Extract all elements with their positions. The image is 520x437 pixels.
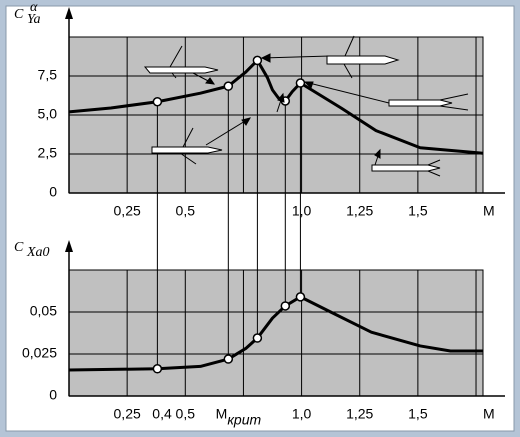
y-axis-arrow: [65, 7, 73, 19]
decorations: [143, 35, 469, 177]
x-tick-label: 0,5: [176, 203, 196, 219]
y-tick-label: 0: [49, 184, 57, 200]
point: [280, 301, 291, 311]
x-tick-label: 0,25: [114, 203, 141, 219]
y-axis-title-sub: Xa0: [26, 245, 50, 260]
x-tick-label: 1,25: [346, 203, 373, 219]
y-tick-label: 7,5: [38, 67, 58, 83]
y-tick-label: 0: [49, 387, 57, 403]
point: [152, 364, 163, 374]
y-tick-label: 0,05: [30, 303, 57, 319]
point: [223, 354, 234, 364]
x-tick-subscript: крит: [227, 412, 261, 428]
point: [295, 78, 306, 88]
y-tick-label: 2,5: [38, 145, 58, 161]
y-axis-title: C: [14, 240, 24, 255]
point: [223, 81, 234, 91]
x-tick-label: 1,5: [408, 203, 428, 219]
x-tick-label: 1,0: [292, 406, 312, 422]
x-axis-title: M: [483, 406, 495, 422]
x-tick-label: M: [216, 406, 228, 422]
point: [295, 292, 306, 302]
y-tick-label: 5,0: [38, 106, 58, 122]
x-tick-label: 1,0: [292, 203, 312, 219]
y-axis-title: C: [14, 7, 24, 22]
x-axis-title: M: [483, 203, 495, 219]
x-tick-label: 1,25: [346, 406, 373, 422]
x-tick-label: 1,5: [408, 406, 428, 422]
y-tick-label: 0,025: [22, 345, 57, 361]
x-tick-label: 0,4: [152, 406, 172, 422]
point: [252, 55, 263, 66]
x-tick-label: 0,25: [114, 406, 141, 422]
point: [252, 333, 263, 343]
y-axis-title-sub: Ya: [27, 12, 41, 27]
x-tick-label: 0,5: [176, 406, 196, 422]
plot-area: [68, 269, 484, 397]
point: [152, 96, 163, 107]
y-axis-title-sup: α: [30, 0, 38, 15]
y-axis-arrow: [65, 240, 73, 252]
curve: [68, 58, 484, 155]
curve: [68, 295, 483, 372]
